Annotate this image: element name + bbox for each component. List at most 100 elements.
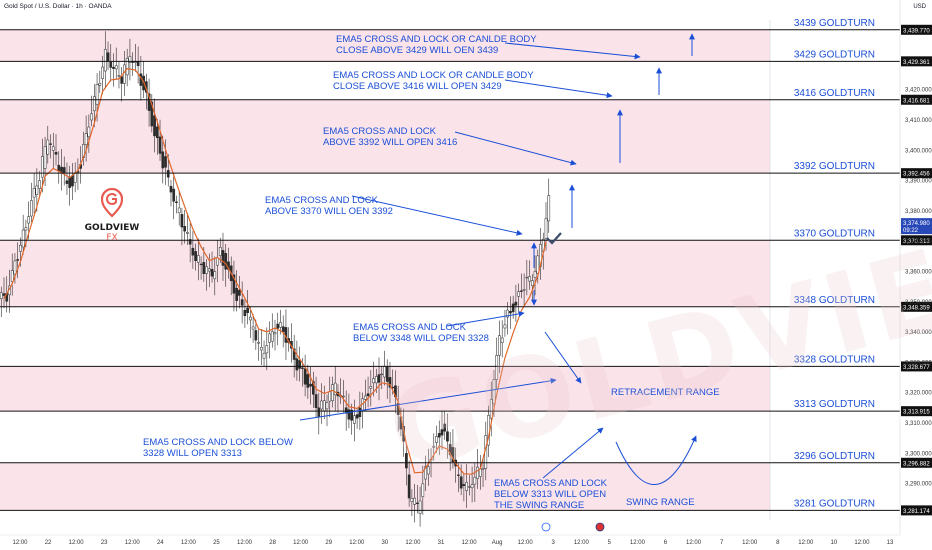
time-tick-label: 7: [720, 540, 724, 546]
annotation-text: EMA5 CROSS AND LOCK: [494, 478, 608, 489]
goldturn-level-label: 3416 GOLDTURN: [794, 88, 875, 99]
annotation-text: BELOW 3313 WILL OPEN: [494, 489, 606, 500]
candle-body: [331, 384, 334, 401]
candle-body: [522, 289, 526, 291]
candle-body: [413, 497, 416, 505]
candle-body: [249, 316, 252, 321]
price-tick-label: 3,320.000: [905, 391, 932, 397]
candle-body: [440, 429, 444, 436]
pink-bands: [0, 20, 771, 520]
goldturn-level-label: 3328 GOLDTURN: [794, 354, 875, 365]
annotation-arrow: [544, 331, 582, 384]
candle-body: [270, 331, 274, 342]
price-tick-label: 3,400.000: [905, 148, 932, 154]
candle-body: [369, 386, 373, 389]
candles: [0, 31, 551, 527]
candle-body: [511, 303, 515, 313]
candle-body: [123, 64, 126, 84]
candle-body: [172, 188, 176, 202]
goldturn-levels: 3439 GOLDTURN 3,439.770 3429 GOLDTURN 3,429…: [0, 18, 932, 516]
candle-body: [347, 409, 351, 420]
candle-body: [276, 323, 280, 329]
candle-body: [481, 468, 485, 470]
candle-body: [432, 445, 436, 448]
candle-body: [443, 423, 447, 432]
candle-body: [380, 373, 384, 376]
time-tick-label: 6: [664, 540, 668, 546]
candle-body: [73, 173, 77, 183]
candle-body: [164, 156, 167, 168]
candle-body: [114, 65, 118, 70]
candle-body: [303, 368, 307, 385]
goldturn-level-label: 3348 GOLDTURN: [794, 295, 875, 306]
price-tag-bg: [901, 301, 932, 312]
time-tick-label: 22: [45, 540, 52, 546]
candle-body: [426, 466, 430, 475]
annotation-text: ABOVE 3392 WILL OPEN 3416: [323, 137, 457, 148]
candle-body: [235, 287, 239, 301]
annotation-text: EMA5 CROSS AND LOCK: [323, 126, 437, 137]
time-tick-label: 12:00: [237, 540, 253, 546]
candle-body: [120, 76, 124, 84]
price-tick-label: 3,330.000: [905, 360, 932, 366]
us-flag-event-icon: [595, 522, 605, 532]
candle-body: [240, 299, 244, 306]
annotation-text: THE SWING RANGE: [494, 500, 584, 511]
candle-body: [153, 115, 156, 137]
time-tick-label: 10: [831, 540, 838, 546]
candle-body: [243, 309, 247, 316]
goldturn-level-label: 3296 GOLDTURN: [794, 451, 875, 462]
candle-body: [103, 49, 107, 72]
candle-body: [177, 207, 181, 214]
candle-body: [183, 226, 187, 232]
candle-body: [155, 126, 159, 139]
candle-body: [262, 352, 266, 359]
time-tick-label: 12:00: [405, 540, 421, 546]
candle-body: [298, 360, 301, 369]
candle-body: [415, 502, 419, 505]
candle-body: [65, 180, 69, 184]
annotation-arrow: [454, 131, 577, 166]
annotation-arrow: [542, 427, 604, 479]
candle-body: [410, 498, 414, 502]
candle-body: [210, 268, 214, 277]
candle-body: [57, 164, 61, 172]
candle-body: [495, 355, 499, 380]
candle-body: [279, 322, 282, 328]
candle-body: [328, 391, 332, 402]
price-tag: 3,370.313: [903, 239, 930, 245]
annotation-arrow: [446, 310, 525, 327]
candle-body: [468, 486, 471, 488]
time-tick-label: 12:00: [181, 540, 197, 546]
candle-body: [544, 218, 548, 239]
price-tick-label: 3,290.000: [905, 482, 932, 488]
candle-body: [117, 75, 121, 77]
candle-body: [32, 187, 36, 198]
candle-body: [0, 292, 3, 300]
candle-body: [301, 367, 304, 369]
goldturn-level-label: 3429 GOLDTURN: [794, 49, 875, 60]
time-tick-label: 30: [381, 540, 388, 546]
time-tick-label: 12:00: [630, 540, 646, 546]
candle-body: [509, 310, 512, 314]
checkmark-icon: [546, 232, 562, 245]
candle-body: [98, 83, 102, 86]
candle-body: [134, 61, 137, 63]
candle-body: [405, 453, 408, 469]
candle-body: [218, 247, 222, 256]
candle-body: [506, 309, 510, 318]
time-tick-label: 8: [776, 540, 780, 546]
candle-body: [530, 280, 534, 287]
time-tick-label: 12:00: [686, 540, 702, 546]
price-tick-label: 3,380.000: [905, 209, 932, 215]
price-tag: 3,281.174: [903, 509, 930, 515]
annotation-arrows: [299, 33, 697, 485]
candle-body: [207, 268, 211, 272]
candle-body: [503, 324, 507, 329]
candle-body: [353, 415, 356, 424]
pink-band: [0, 99, 770, 174]
time-tick-label: 12:00: [125, 540, 141, 546]
candle-body: [309, 383, 312, 387]
candle-body: [213, 271, 217, 280]
